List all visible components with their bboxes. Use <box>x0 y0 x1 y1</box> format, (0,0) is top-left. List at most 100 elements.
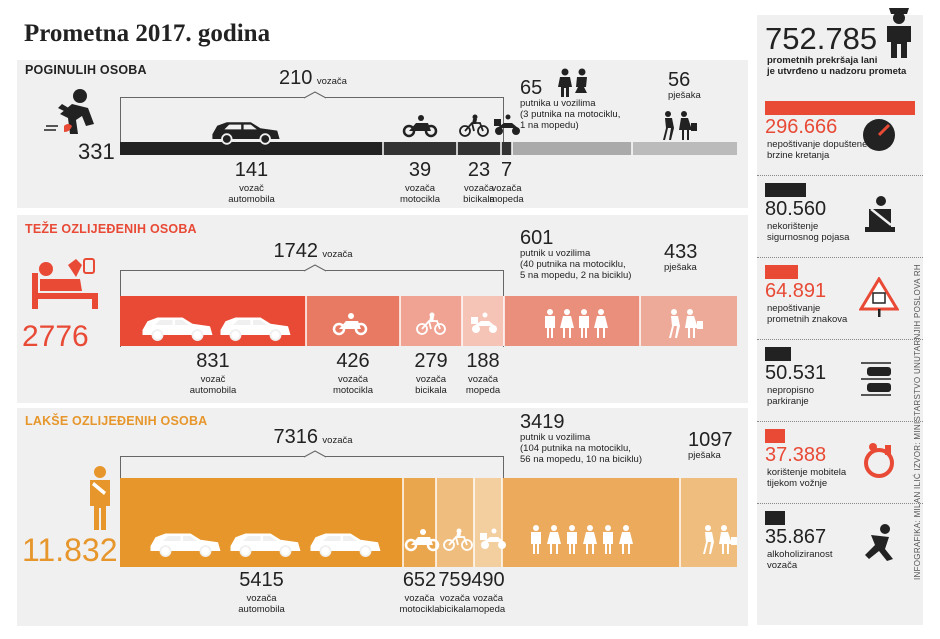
offense-label: korištenje mobitela tijekom vožnje <box>767 467 846 489</box>
killed-pedestrians-value: 56 <box>668 69 691 91</box>
offense-label-line1: nepropisno <box>767 385 815 396</box>
offense-bar <box>765 101 915 115</box>
offense-label-line1: nepoštivanje dopuštene <box>767 139 868 150</box>
minor-passengers-line1: putnik u vozilima <box>520 432 591 443</box>
segment-label-line1: vozača <box>404 593 435 604</box>
couple-icon <box>558 68 587 97</box>
offense-label-line2: prometnih znakova <box>767 314 848 325</box>
segment-label: 426 vozača motocikla <box>333 351 373 396</box>
parking-icon <box>861 362 891 396</box>
segment-label: 759 vozača bicikala <box>438 570 471 615</box>
bar-icons <box>212 111 697 145</box>
segment-label: 141 vozač automobila <box>228 160 274 205</box>
offense-value: 64.891 <box>765 280 827 302</box>
serious-drivers-total: 1742 vozača <box>273 241 352 262</box>
hospital-bed-icon <box>32 258 98 309</box>
segment-label-line2: bicikala <box>439 604 471 615</box>
bracket-notch <box>304 450 326 458</box>
sidebar-divider <box>757 175 923 176</box>
segment-label-line1: vozača <box>415 374 447 385</box>
segment-value: 279 <box>414 350 448 372</box>
segment-label: 7 vozača mopeda <box>489 160 523 205</box>
serious-passengers-line3: 5 na mopedu, 2 na biciklu) <box>520 270 632 281</box>
segment-label-line2: bicikala <box>463 194 495 205</box>
segment-label-line1: vozača <box>337 374 369 385</box>
offense-label-line1: alkoholiziranost <box>767 549 833 560</box>
segment-label-line1: vozača <box>472 593 504 604</box>
serious-pedestrians-value: 433 <box>664 241 698 263</box>
serious-passengers-line1: putnik u vozilima <box>520 248 591 259</box>
killed-pedestrians-note: 56 pješaka <box>668 70 701 101</box>
serious-section-title: TEŽE OZLIJEĐENIH OSOBA <box>25 222 197 236</box>
segment-label: 490 vozača mopeda <box>471 570 505 615</box>
serious-pedestrians-label: pješaka <box>664 262 697 273</box>
bar-segment-putnika-u-vozilima <box>512 142 632 155</box>
serious-total: 2776 <box>22 320 89 353</box>
segment-value: 5415 <box>239 569 284 591</box>
minor-drivers-value: 7316 <box>273 426 318 448</box>
sidebar-divider <box>757 257 923 258</box>
offense-value: 37.388 <box>765 444 827 466</box>
sidebar-divider <box>757 339 923 340</box>
offenses-total: 752.785 <box>765 21 878 56</box>
offense-value: 35.867 <box>765 526 827 548</box>
offense-label: nekorištenje sigurnosnog pojasa <box>767 221 849 243</box>
segment-value: 39 <box>408 159 432 181</box>
sidebar-divider <box>757 503 923 504</box>
offense-bar <box>765 429 785 443</box>
offense-label: nepropisno parkiranje <box>767 385 814 407</box>
bar-segment-vozača-bicikala <box>457 142 501 155</box>
serious-passengers-note: 601 putnik u vozilima (40 putnika na mot… <box>520 228 631 281</box>
segment-value: 7 <box>500 159 513 181</box>
phone-driving-icon <box>864 443 894 478</box>
segment-label: 831 vozač automobila <box>190 351 236 396</box>
killed-passengers-line3: 1 na mopedu) <box>520 120 579 131</box>
minor-bar <box>120 478 737 567</box>
segment-label-line1: vozač <box>200 374 226 385</box>
fallen-person-icon <box>44 89 94 134</box>
bar-segment-pješaka <box>632 142 737 155</box>
serious-passengers-line2: (40 putnika na motociklu, <box>520 259 626 270</box>
offense-label-line2: tijekom vožnje <box>767 478 828 489</box>
minor-passengers-line3: 56 na mopedu, 10 na biciklu) <box>520 454 642 465</box>
segment-label-line1: vozača <box>491 183 522 194</box>
bar-segment-vozača-motocikla <box>383 142 457 155</box>
segment-value: 652 <box>402 569 437 591</box>
minor-total: 11.832 <box>22 532 118 568</box>
segment-label: 188 vozača mopeda <box>466 351 500 396</box>
segment-label-line2: mopeda <box>489 194 524 205</box>
offenses-caption-line1: prometnih prekršaja lani <box>767 55 878 66</box>
bar-segment-vozač-automobila <box>120 142 383 155</box>
segment-label-line2: mopeda <box>470 604 506 615</box>
segment-label-line2: mopeda <box>465 385 501 396</box>
serious-pedestrians-note: 433 pješaka <box>664 242 697 273</box>
segment-label: 652 vozača motocikla <box>399 570 439 615</box>
offense-value: 50.531 <box>765 362 827 384</box>
segment-label-line2: motocikla <box>399 194 441 205</box>
killed-passengers-line1: putnika u vozilima <box>520 98 596 109</box>
bracket-notch <box>304 264 326 272</box>
minor-section-title: LAKŠE OZLIJEĐENIH OSOBA <box>25 414 208 428</box>
killed-bar <box>120 111 737 155</box>
segment-label: 5415 vozača automobila <box>238 570 284 615</box>
offenses-sidebar: 752.785 prometnih prekršaja lani je utvr… <box>757 8 923 625</box>
offense-bar <box>765 511 785 525</box>
bar-icons <box>150 525 737 557</box>
serious-bar <box>120 296 737 346</box>
bar-segment-vozača-mopeda <box>501 142 512 155</box>
offense-label: alkoholiziranost vozača <box>767 549 832 571</box>
killed-passengers-value: 65 <box>520 77 543 99</box>
segment-label-line1: vozača <box>463 183 495 194</box>
killed-panel <box>17 60 748 208</box>
offense-label: nepoštivanje dopuštene brzine kretanja <box>767 139 867 161</box>
offense-label-line1: korištenje mobitela <box>767 467 847 478</box>
segment-value: 759 <box>438 569 472 591</box>
minor-pedestrians-note: 1097 pješaka <box>688 430 733 461</box>
offense-bar <box>765 183 806 197</box>
segment-label-line1: vozača <box>439 593 471 604</box>
segment-label-line1: vozač <box>239 183 264 194</box>
speedometer-icon <box>863 119 895 151</box>
segment-label-line2: bicikala <box>415 385 447 396</box>
killed-drivers-label: vozača <box>316 76 347 87</box>
bar-segment-vozača-bicikala <box>436 478 474 567</box>
